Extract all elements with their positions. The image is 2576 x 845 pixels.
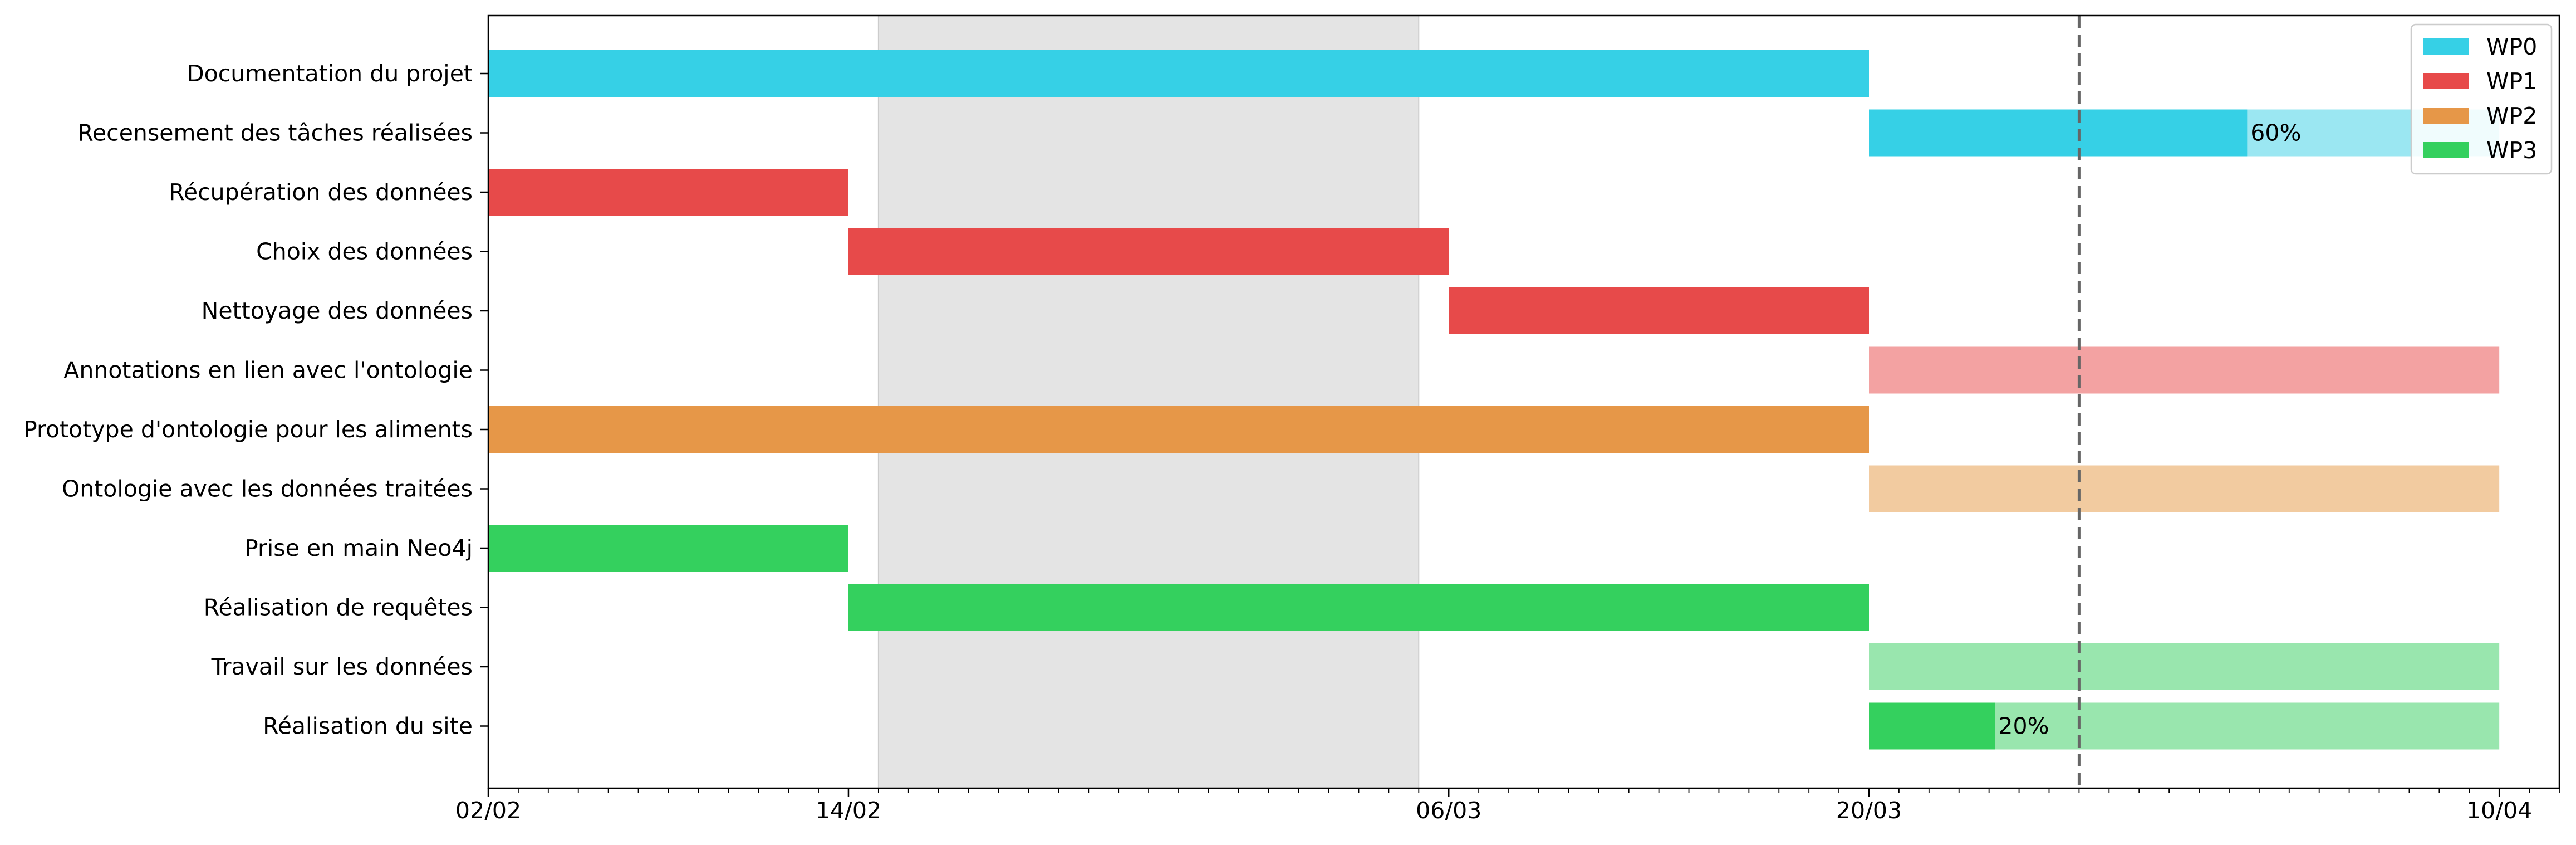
task-label: Nettoyage des données [202,297,473,324]
task-label: Réalisation du site [263,713,473,740]
task-bar-done [488,525,848,572]
x-tick-label: 10/04 [2466,797,2532,824]
task-label: Réalisation de requêtes [204,594,473,621]
task-bar-done [1869,702,1995,750]
legend-swatch [2423,38,2469,55]
task-bar-done [1449,287,1869,334]
task-bar-remaining [1869,465,2500,512]
legend-label: WP1 [2486,68,2537,95]
legend-box [2410,23,2553,175]
shaded-period [877,15,1420,789]
task-label: Choix des données [256,238,473,265]
task-label: Annotations en lien avec l'ontologie [63,357,473,384]
task-bar-remaining [1869,346,2500,394]
task-bar-done [848,584,1869,631]
plot-frame [487,14,2560,789]
legend-swatch [2423,73,2469,89]
progress-label: 20% [1998,713,2049,740]
axes-layer: Documentation du projet Recensement des t… [23,14,2560,824]
task-bar-done [848,228,1449,275]
bars-layer: 60% 20% [488,50,2500,750]
task-bar-remaining [1869,643,2500,690]
task-label: Récupération des données [169,179,473,206]
legend-swatch [2423,108,2469,124]
legend-label: WP2 [2486,102,2537,129]
task-bar-done [1869,109,2248,157]
task-label: Recensement des tâches réalisées [77,120,473,146]
task-label: Prise en main Neo4j [244,535,473,561]
legend-label: WP0 [2486,33,2537,60]
x-tick-label: 14/02 [816,797,881,824]
legend-label: WP3 [2486,137,2537,164]
task-label: Ontologie avec les données traitées [62,476,473,502]
legend: WP0 WP1 WP2 WP3 [2410,23,2553,175]
task-bar-done [488,406,1869,453]
task-label: Documentation du projet [187,60,473,87]
task-bar-done [488,50,1869,97]
x-tick-label: 20/03 [1836,797,1902,824]
progress-label: 60% [2250,120,2301,146]
background-layer [877,15,1420,789]
task-label: Travail sur les données [211,653,473,680]
task-bar-done [488,169,848,216]
task-label: Prototype d'ontologie pour les aliments [23,416,473,443]
legend-swatch [2423,142,2469,158]
x-tick-label: 02/02 [455,797,521,824]
x-tick-label: 06/03 [1416,797,1481,824]
